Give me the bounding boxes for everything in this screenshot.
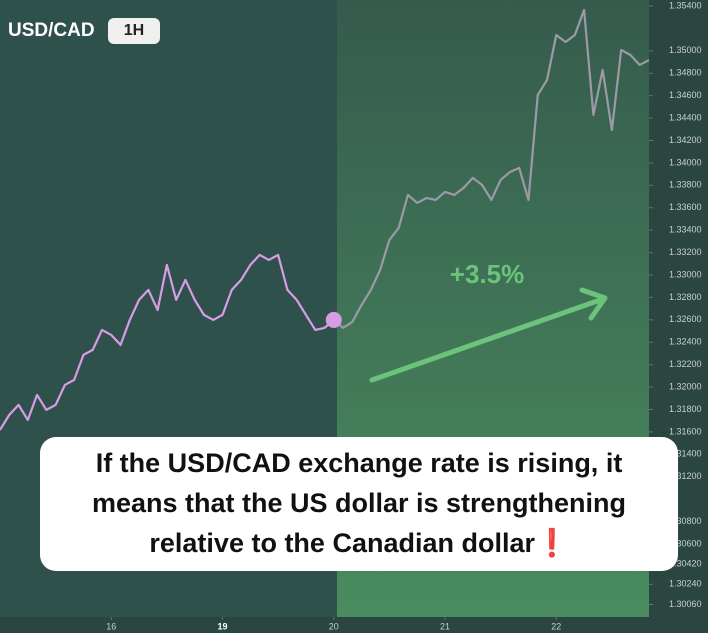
y-tick-label: 1.31600 <box>669 426 702 436</box>
chart-title: USD/CAD <box>8 20 95 41</box>
caption-line: means that the US dollar is strengthenin… <box>92 488 626 518</box>
arrow-head <box>579 287 608 321</box>
y-tick-label: 1.32600 <box>669 314 702 324</box>
y-tick-label: 1.34800 <box>669 68 702 78</box>
y-tick-label: 1.34400 <box>669 112 702 122</box>
y-tick-label: 1.30240 <box>669 579 702 589</box>
y-tick-label: 1.33200 <box>669 247 702 257</box>
caption-line: If the USD/CAD exchange rate is rising, … <box>96 448 623 478</box>
x-tick-label: 21 <box>440 621 450 631</box>
y-tick-label: 1.33600 <box>669 202 702 212</box>
trend-arrow <box>369 296 606 383</box>
price-line <box>333 8 650 329</box>
x-tick-label: 22 <box>551 621 561 631</box>
x-tick-label: 19 <box>218 621 228 631</box>
y-tick-label: 1.33400 <box>669 225 702 235</box>
y-tick-label: 1.34000 <box>669 157 702 167</box>
timeframe-badge: 1H <box>124 22 144 39</box>
y-tick-label: 1.33800 <box>669 180 702 190</box>
y-tick-label: 1.34200 <box>669 135 702 145</box>
y-tick-label: 1.32800 <box>669 292 702 302</box>
x-tick-label: 20 <box>329 621 339 631</box>
y-tick-label: 1.35400 <box>669 0 702 10</box>
y-tick-label: 1.32200 <box>669 359 702 369</box>
y-tick-label: 1.31400 <box>669 449 702 459</box>
y-tick-label: 1.34600 <box>669 90 702 100</box>
caption-box <box>40 437 678 571</box>
y-tick-label: 1.30420 <box>669 559 702 569</box>
badge-bg <box>108 18 160 44</box>
y-tick-label: 1.31800 <box>669 404 702 414</box>
y-tick-label: 1.30800 <box>669 516 702 526</box>
y-tick-label: 1.32000 <box>669 381 702 391</box>
y-tick-label: 1.31200 <box>669 471 702 481</box>
x-tick-label: 16 <box>106 621 116 631</box>
y-tick-label: 1.33000 <box>669 269 702 279</box>
current-point <box>325 311 342 328</box>
price-line <box>0 253 335 431</box>
y-tick-label: 1.30060 <box>669 599 702 609</box>
annotation: +3.5% <box>450 259 524 289</box>
y-tick-label: 1.30600 <box>669 538 702 548</box>
y-tick-label: 1.35000 <box>669 45 702 55</box>
x-axis-bg <box>0 617 649 633</box>
y-tick-label: 1.32400 <box>669 337 702 347</box>
caption-line: relative to the Canadian dollar❗ <box>149 527 568 558</box>
